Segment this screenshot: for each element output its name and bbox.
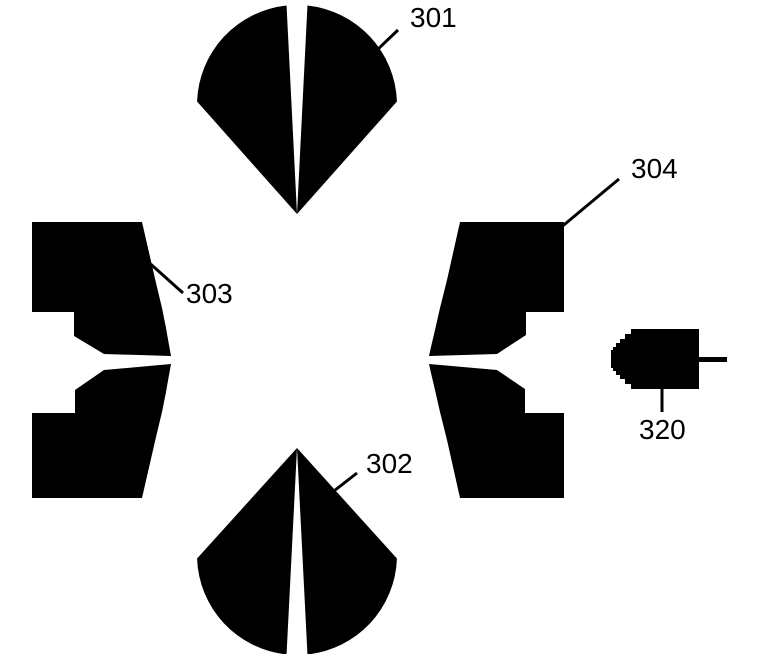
- top-pole-b: [297, 6, 397, 214]
- left-upper-lobe: [32, 222, 171, 356]
- bottom-pole-b: [197, 448, 297, 654]
- bottom-pole-a: [297, 448, 397, 654]
- component-320-step-4: [611, 350, 613, 368]
- component-320-step-0: [625, 334, 631, 384]
- left-lower-lobe: [32, 364, 171, 498]
- component-320-step-1: [620, 339, 625, 379]
- component-320-pin: [699, 357, 727, 362]
- component-320-step-2: [616, 343, 620, 375]
- diagram-svg: [0, 0, 766, 654]
- leader-l304: [535, 179, 619, 249]
- top-pole-a: [197, 6, 297, 214]
- component-320-body: [631, 329, 699, 389]
- right-lower-lobe: [429, 364, 564, 498]
- component-320-step-3: [613, 347, 616, 371]
